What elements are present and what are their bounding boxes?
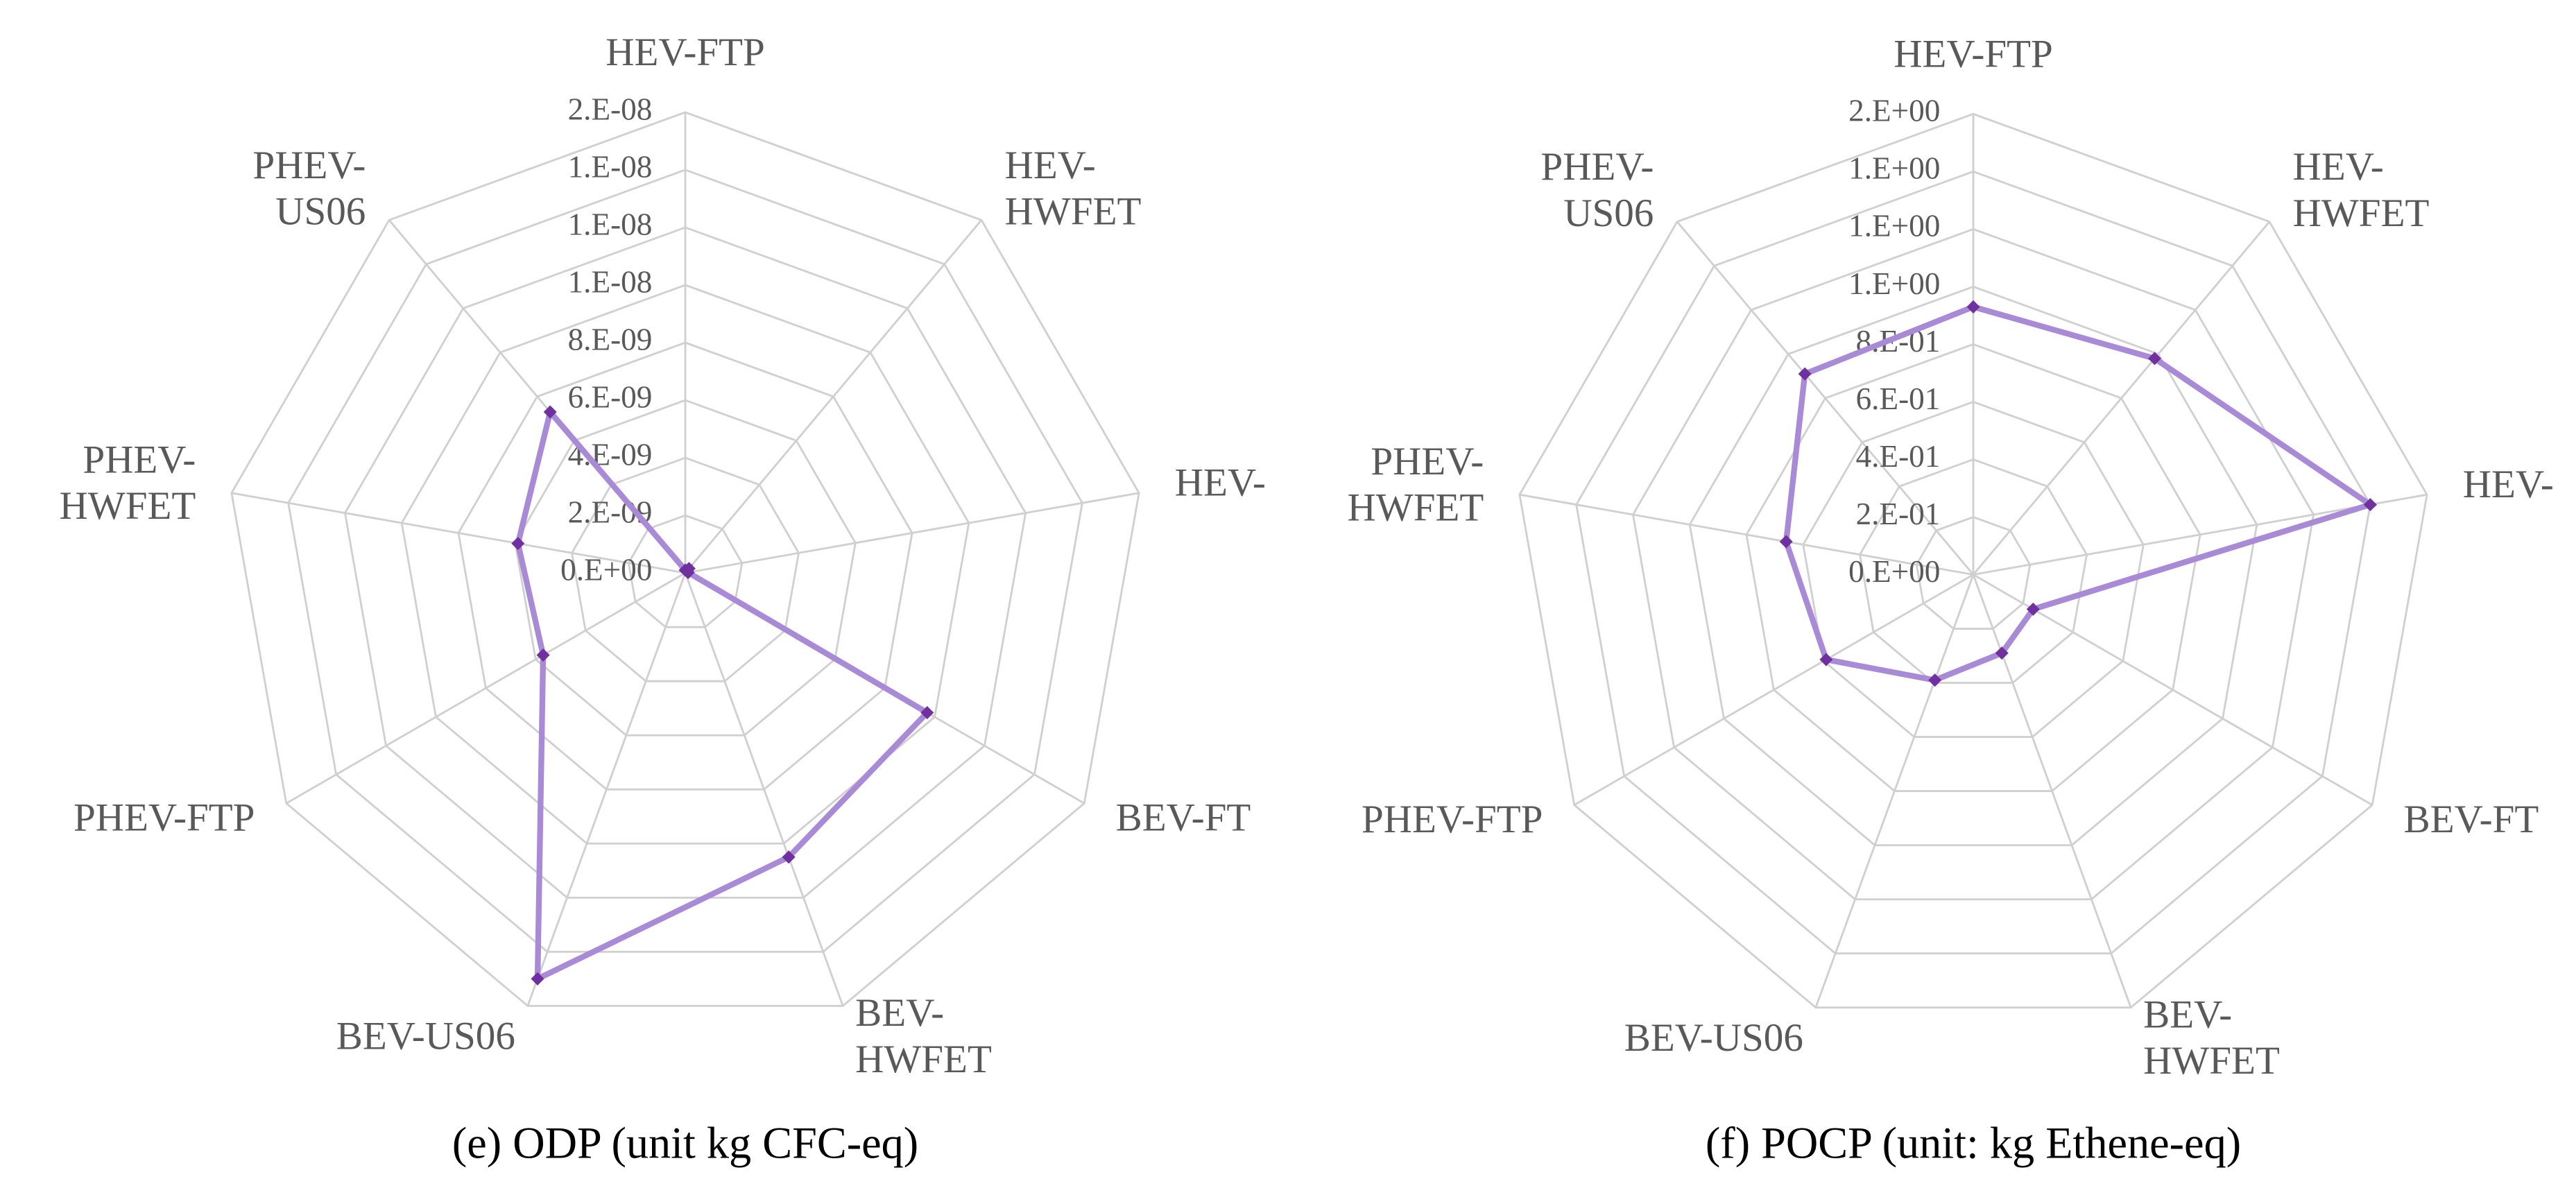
data-point [1819, 653, 1833, 667]
category-label: HEV- [2463, 463, 2554, 506]
spoke [684, 219, 983, 574]
category-label: BEV-FT [1116, 796, 1251, 840]
spoke [1973, 574, 2373, 806]
tick-label: 6.E-01 [1856, 381, 1941, 416]
category-label: BEV-HWFET [2143, 993, 2280, 1083]
data-point [920, 705, 934, 720]
data-point [681, 565, 695, 579]
data-point [2148, 352, 2162, 366]
tick-label: 1.E-08 [568, 207, 653, 241]
spoke [1519, 493, 1974, 576]
tick-label: 1.E+00 [1848, 151, 1940, 186]
caption: (e) ODP (unit kg CFC-eq) [452, 1118, 918, 1167]
data-point [1779, 535, 1793, 549]
grid-ring [287, 169, 1083, 953]
category-label: BEV-US06 [1624, 1016, 1803, 1060]
category-label: HEV- [1175, 461, 1266, 505]
category-label: HEV-FTP [1894, 32, 2053, 76]
category-label: HEV-HWFET [1005, 144, 1142, 234]
grid-ring [1858, 458, 2088, 684]
category-label: BEV-HWFET [855, 991, 992, 1081]
data-point [536, 648, 550, 662]
data-point [1995, 646, 2009, 660]
category-label: HEV-HWFET [2293, 145, 2430, 235]
data-point [531, 972, 544, 986]
category-label: PHEV-HWFET [1348, 440, 1484, 530]
tick-label: 8.E-09 [568, 322, 653, 356]
category-label: PHEV-US06 [1540, 145, 1654, 235]
spoke [231, 492, 686, 574]
tick-label: 2.E-01 [1856, 497, 1941, 531]
tick-label: 6.E-09 [568, 379, 653, 414]
grid-ring [1802, 400, 2145, 739]
data-point [511, 537, 525, 551]
tick-label: 2.E-08 [568, 92, 653, 126]
data-point [2363, 498, 2377, 512]
tick-label: 0.E+00 [1848, 554, 1940, 589]
grid-ring [1915, 515, 2032, 630]
grid-ring [457, 341, 913, 791]
tick-label: 2.E+00 [1848, 94, 1940, 128]
grid-ring [627, 514, 744, 628]
spoke [684, 572, 844, 1006]
tick-label: 1.E+00 [1848, 209, 1940, 243]
data-point [2026, 602, 2040, 616]
caption: (f) POCP (unit: kg Ethene-eq) [1706, 1118, 2241, 1167]
grid-ring [514, 399, 857, 737]
category-label: PHEV-FTP [1362, 798, 1543, 841]
category-label: BEV-FT [2404, 798, 2539, 841]
data-point [1966, 300, 1980, 313]
grid-ring [230, 111, 1140, 1007]
spoke [286, 571, 686, 805]
grid-ring [1631, 227, 2315, 901]
data-point [543, 405, 557, 419]
grid-ring [1745, 343, 2201, 793]
category-label: PHEV-FTP [74, 796, 255, 840]
category-label: PHEV-HWFET [60, 438, 196, 528]
grid-ring [400, 284, 970, 845]
tick-label: 1.E-08 [568, 264, 653, 299]
category-label: HEV-FTP [606, 31, 765, 74]
tick-label: 1.E-08 [568, 149, 653, 184]
grid-ring [1575, 170, 2371, 955]
spoke [1814, 574, 1975, 1008]
spoke [1972, 221, 2271, 576]
tick-label: 8.E-01 [1856, 324, 1941, 359]
grid-ring [1688, 285, 2258, 847]
tick-label: 4.E-01 [1856, 439, 1941, 474]
tick-label: 4.E-09 [568, 437, 653, 472]
spoke [1676, 221, 1975, 576]
tick-label: 0.E+00 [560, 553, 652, 587]
series-line [1783, 304, 2377, 683]
spoke [1574, 574, 1974, 806]
category-label: PHEV-US06 [252, 144, 366, 234]
spoke [526, 572, 687, 1006]
data-point [782, 850, 796, 864]
data-point [1928, 673, 1942, 687]
category-label: BEV-US06 [336, 1015, 515, 1058]
grid-ring [1518, 112, 2428, 1009]
spoke [685, 492, 1140, 574]
spoke [1972, 574, 2132, 1008]
grid-ring [570, 456, 800, 682]
grid-ring [343, 226, 1027, 899]
tick-label: 1.E+00 [1848, 266, 1940, 301]
